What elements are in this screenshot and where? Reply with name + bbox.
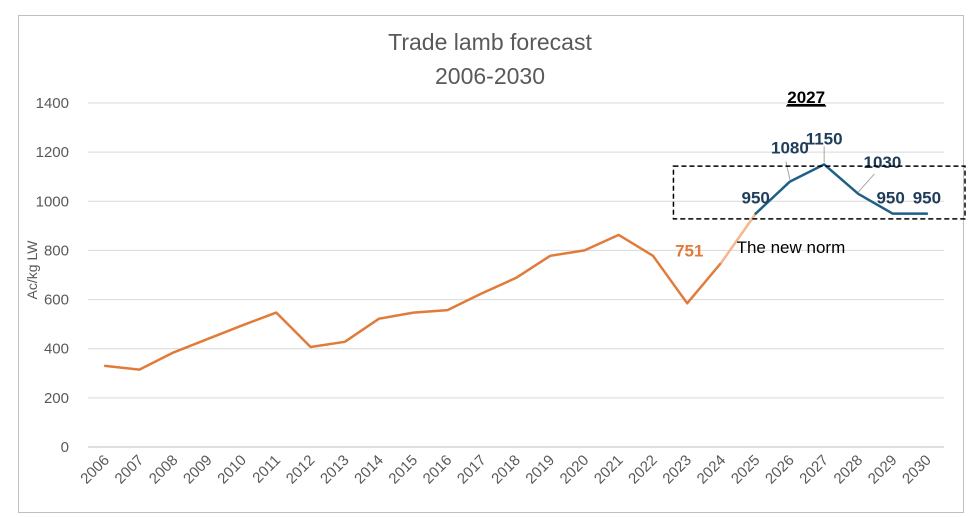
y-tick-label: 600 [44,292,69,309]
x-tick-label: 2028 [831,452,867,488]
chart-title: Trade lamb forecast [388,29,592,55]
chart-subtitle: 2006-2030 [435,63,545,89]
data-label: 950 [913,189,941,208]
leader-line [858,173,875,193]
x-tick-label: 2017 [454,452,490,488]
x-tick-label: 2023 [659,452,695,488]
x-tick-label: 2019 [522,452,558,488]
y-tick-label: 0 [61,439,69,456]
y-tick-label: 200 [44,390,69,407]
y-axis-label: Ac/kg LW [24,240,40,300]
dashed-box [672,165,966,220]
data-label: 950 [876,189,904,208]
y-tick-label: 1000 [36,193,69,210]
x-tick-label: 2006 [77,452,113,488]
x-tick-label: 2020 [557,452,593,488]
x-tick-label: 2011 [249,452,284,487]
y-tick-label: 1200 [36,144,69,161]
data-label: 751 [675,241,703,260]
chart-frame [18,15,964,513]
annotation-peak-year: 2027 [787,88,825,107]
x-tick-label: 2030 [899,452,935,488]
annotation-new-norm: The new norm [737,238,846,257]
x-tick-label: 2027 [796,452,832,488]
data-label: 1030 [863,153,901,172]
x-tick-label: 2029 [865,452,901,488]
x-tick-label: 2025 [728,452,764,488]
series-line-1 [103,233,723,371]
data-label: 1150 [806,129,843,148]
x-tick-label: 2016 [420,452,456,488]
x-tick-label: 2010 [214,452,250,488]
x-tick-label: 2026 [762,452,798,488]
y-tick-label: 1400 [36,95,69,112]
series-line-3 [754,163,929,215]
x-tick-label: 2022 [625,452,661,488]
x-tick-label: 2021 [591,452,627,488]
leader-line [785,161,791,180]
data-label: 950 [741,189,769,208]
y-tick-label: 800 [44,242,69,259]
x-tick-label: 2008 [146,452,182,488]
x-tick-label: 2013 [317,452,353,488]
series-line-2 [720,212,757,264]
x-tick-label: 2018 [488,452,524,488]
x-tick-label: 2007 [112,452,148,488]
x-tick-label: 2015 [385,452,421,488]
data-label: 1080 [771,139,809,158]
x-tick-label: 2009 [180,452,216,488]
x-tick-label: 2024 [694,452,730,488]
x-tick-label: 2012 [283,452,319,488]
x-tick-label: 2014 [351,452,387,488]
y-tick-label: 400 [44,341,69,358]
